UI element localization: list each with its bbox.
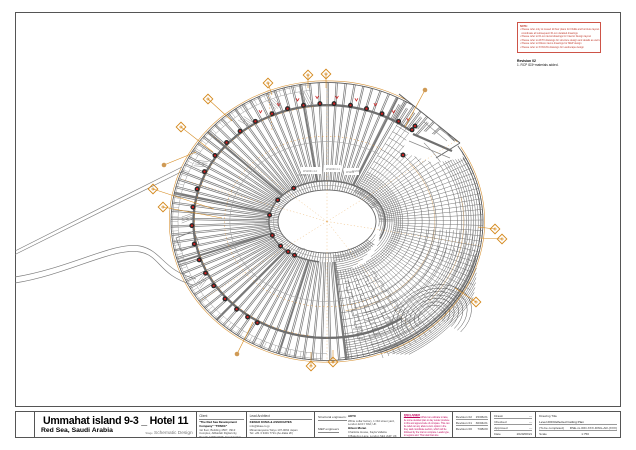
svg-text:1F2030: 1F2030 <box>352 169 361 173</box>
svg-text:W1203: W1203 <box>346 170 355 174</box>
svg-text:W12031 4.2: W12031 4.2 <box>303 169 318 173</box>
svg-text:1F204: 1F204 <box>298 247 306 251</box>
svg-text:RAMP: RAMP <box>353 327 361 331</box>
svg-text:W12030 4.1: W12030 4.1 <box>326 167 341 171</box>
svg-text:1F20: 1F20 <box>266 219 272 223</box>
svg-text:1F2031: 1F2031 <box>298 173 307 177</box>
